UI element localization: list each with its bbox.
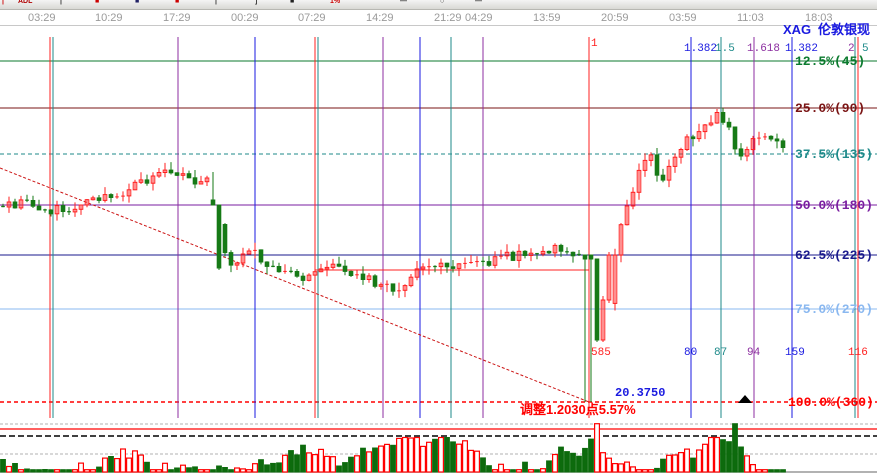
svg-text:80: 80 [684, 347, 697, 359]
svg-text:25.0%(90): 25.0%(90) [795, 101, 865, 116]
svg-text:1.618: 1.618 [747, 43, 780, 55]
svg-text:1.382: 1.382 [684, 43, 717, 55]
svg-text:2: 2 [848, 43, 855, 55]
svg-text:调整1.2030点5.57%: 调整1.2030点5.57% [520, 402, 636, 417]
svg-text:20.3750: 20.3750 [615, 386, 665, 400]
svg-text:12.5%(45): 12.5%(45) [795, 54, 865, 69]
svg-text:5: 5 [862, 43, 869, 55]
svg-text:1.5: 1.5 [715, 43, 735, 55]
svg-text:87: 87 [714, 347, 727, 359]
svg-text:XAG: XAG [783, 22, 811, 37]
svg-text:1: 1 [591, 38, 598, 50]
svg-text:1.382: 1.382 [785, 43, 818, 55]
svg-text:伦敦银现: 伦敦银现 [818, 22, 870, 37]
svg-text:159: 159 [785, 347, 805, 359]
svg-text:100.0%(360): 100.0%(360) [788, 395, 874, 410]
svg-text:62.5%(225): 62.5%(225) [795, 248, 873, 263]
svg-text:116: 116 [848, 347, 868, 359]
svg-text:94: 94 [747, 347, 761, 359]
svg-text:37.5%(135): 37.5%(135) [795, 147, 873, 162]
svg-text:50.0%(180): 50.0%(180) [795, 198, 873, 213]
svg-text:585: 585 [591, 347, 611, 359]
svg-text:75.0%(270): 75.0%(270) [795, 302, 873, 317]
